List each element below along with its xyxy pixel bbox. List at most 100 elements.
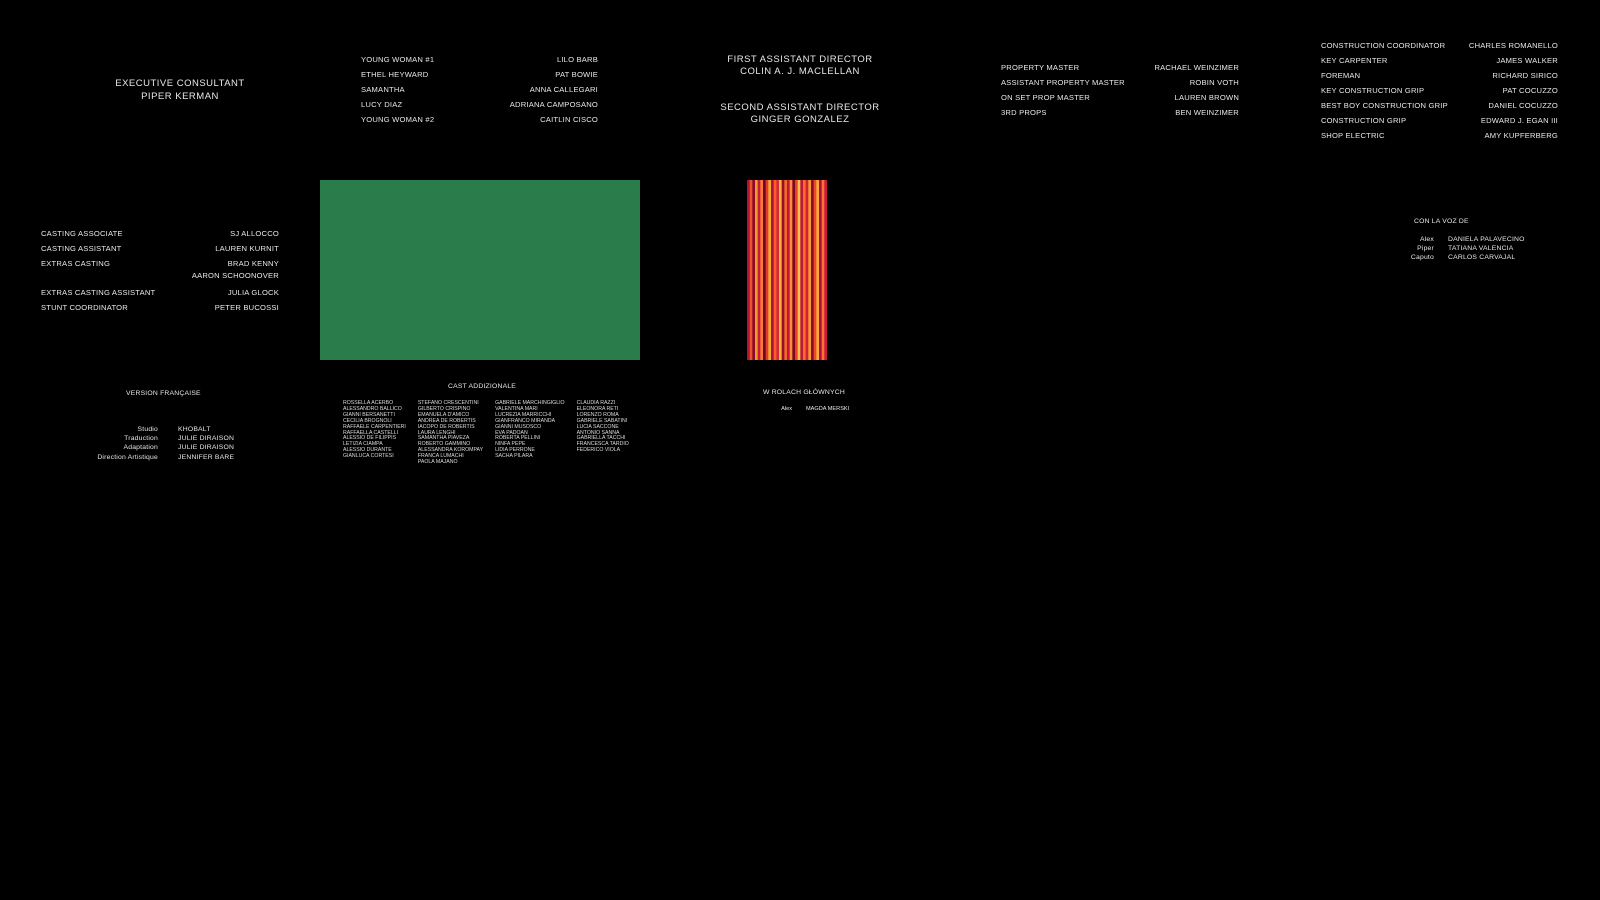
italian-cast-grid: ROSSELLA ACERBO ALESSANDRO BALLICO GIANNI …	[343, 400, 629, 466]
cast-name: ALESSANDRO BALLICO	[343, 405, 402, 412]
cast-name: GABRIELE MARCHINGIGLIO	[495, 400, 565, 406]
barcode-stripe	[749, 180, 753, 360]
list-item: CONSTRUCTION GRIP EDWARD J. EGAN III	[1321, 116, 1558, 125]
list-item: Alex DANIELA PALAVECINO	[1419, 236, 1525, 243]
barcode-stripe	[768, 180, 772, 360]
barcode-stripe	[771, 180, 774, 360]
barcode-stripe	[765, 180, 769, 360]
list-item: Adaptation JULIE DIRAISON	[123, 444, 235, 452]
cast-name: ELEONORA RETI	[576, 405, 619, 412]
credit-title: FIRST ASSISTANT DIRECTOR	[727, 54, 873, 65]
casting-credits: CASTING ASSOCIATE SJ ALLOCCO CASTING ASSI…	[41, 226, 279, 315]
list-item: CONSTRUCTION COORDINATOR CHARLES ROMANELL…	[1321, 41, 1558, 50]
name-column: CLAUDIA RAZZI ELEONORA RETI LORENZO ROMA GA…	[576, 400, 629, 466]
barcode-stripe	[795, 180, 798, 360]
cast-name: FEDERICO VIOLA	[576, 447, 621, 454]
list-item: Direction Artistique JENNIFER BARE	[97, 453, 235, 461]
cast-name: NINFA PEPE	[495, 441, 526, 448]
cast-name: FRANCESCA TARDIO	[576, 441, 629, 448]
cast-name: GILBERTO CRISPINO	[417, 405, 471, 412]
barcode-stripe	[747, 180, 750, 360]
list-item: BEST BOY CONSTRUCTION GRIP DANIEL COCUZZO	[1321, 101, 1558, 110]
barcode-stripe	[824, 180, 827, 360]
cast-name: ROBERTA PELLINI	[495, 435, 541, 442]
list-item: Piper TATIANA VALENCIA	[1417, 245, 1514, 253]
color-barcode-image	[747, 180, 827, 360]
credit-title: SECOND ASSISTANT DIRECTOR	[720, 102, 880, 113]
barcode-stripe	[776, 180, 780, 360]
cast-name: FRANCA LUMACHI	[417, 453, 464, 460]
green-image-placeholder	[320, 180, 640, 360]
barcode-stripe	[811, 180, 814, 360]
list-item: SHOP ELECTRIC AMY KUPFERBERG	[1321, 131, 1558, 140]
first-ad-credit: FIRST ASSISTANT DIRECTOR COLIN A. J. MAC…	[700, 54, 900, 78]
list-item: PROPERTY MASTER RACHAEL WEINZIMER	[1001, 63, 1239, 72]
barcode-stripe	[803, 180, 806, 360]
list-item: Alex MAGDA MERSKI	[781, 406, 850, 412]
cast-list: YOUNG WOMAN #1 LILO BARB ETHEL HEYWARD PAT…	[361, 52, 598, 127]
credit-title: EXECUTIVE CONSULTANT	[115, 78, 245, 89]
barcode-stripe	[755, 180, 758, 360]
cast-name: LORENZO ROMA	[576, 411, 619, 418]
cast-name: EVA PADOAN	[495, 429, 528, 436]
cast-name: LUCREZIA MARRICCHI	[495, 411, 552, 418]
cast-name: PAOLA MAJANO	[417, 459, 458, 466]
list-item: LUCY DIAZ ADRIANA CAMPOSANO	[361, 100, 598, 109]
cast-name: GABRIELE SABATINI	[576, 417, 628, 424]
cast-name: LIDIA PERRONE	[495, 447, 535, 454]
list-item: ETHEL HEYWARD PAT BOWIE	[361, 70, 598, 79]
italian-title: CAST ADDIZIONALE	[448, 383, 517, 390]
barcode-stripe	[792, 180, 796, 360]
barcode-stripe	[819, 180, 822, 360]
credit-name: PIPER KERMAN	[141, 91, 219, 102]
cast-name: LETIZIA CIAMPA	[343, 441, 383, 448]
cast-name: LAURA LENGHI	[417, 429, 456, 436]
construction-credits: CONSTRUCTION COORDINATOR CHARLES ROMANELL…	[1321, 38, 1558, 143]
name-column: GABRIELE MARCHINGIGLIO VALENTINA MARI LUCR…	[495, 400, 565, 466]
list-item: STUNT COORDINATOR PETER BUCOSSI	[41, 303, 279, 312]
barcode-stripe	[800, 180, 804, 360]
barcode-stripe	[779, 180, 782, 360]
list-item: YOUNG WOMAN #2 CAITLIN CISCO	[361, 115, 598, 124]
cast-name: GIANFRANCO MIRANDA	[495, 417, 556, 424]
cast-name: GIANLUCA CORTESI	[343, 453, 394, 460]
list-item: CASTING ASSISTANT LAUREN KURNIT	[41, 244, 279, 253]
name-column: ROSSELLA ACERBO ALESSANDRO BALLICO GIANNI …	[343, 400, 406, 466]
french-version-credits: VERSION FRANÇAISE Studio KHOBALT Traducti…	[80, 390, 234, 462]
cast-name: ALESSANDRA KOROMPAY	[417, 447, 484, 454]
cast-name: ROSSELLA ACERBO	[343, 400, 394, 406]
barcode-stripe	[763, 180, 766, 360]
barcode-stripe	[773, 180, 777, 360]
list-item: Studio KHOBALT	[137, 426, 211, 433]
polish-title: W ROLACH GŁÓWNYCH	[763, 389, 845, 396]
barcode-stripe	[789, 180, 793, 360]
list-item: Caputo CARLOS CARVAJAL	[1410, 254, 1516, 262]
cast-name: SAMANTHA PIAVEZA	[417, 435, 470, 442]
barcode-stripe	[805, 180, 809, 360]
list-item: EXTRAS CASTING ASSISTANT JULIA GLOCK	[41, 288, 279, 297]
executive-consultant-credit: EXECUTIVE CONSULTANT PIPER KERMAN	[80, 77, 280, 103]
cast-name: STEFANO CRESCENTINI	[417, 400, 479, 406]
list-item: KEY CONSTRUCTION GRIP PAT COCUZZO	[1321, 86, 1558, 95]
cast-name: IACOPO DE ROBERTIS	[417, 423, 475, 430]
list-item: YOUNG WOMAN #1 LILO BARB	[361, 55, 598, 64]
cast-name: GIANNI MUSOSCO	[495, 423, 542, 430]
section-title: VERSION FRANÇAISE	[126, 390, 201, 397]
list-item: ON SET PROP MASTER LAUREN BROWN	[1001, 93, 1239, 102]
barcode-stripe	[813, 180, 817, 360]
cast-name: RAFFAELE CARPENTIERI	[343, 423, 406, 430]
cast-name: GABRIELLA TACCHI	[576, 435, 626, 442]
section-title: CON LA VOZ DE	[1414, 218, 1469, 225]
barcode-stripe	[821, 180, 825, 360]
credit-name: GINGER GONZALEZ	[750, 114, 850, 125]
cast-name: ALESSIO DURANTE	[343, 447, 392, 454]
cast-name: ANTONIO SANNA	[576, 429, 620, 436]
barcode-stripe	[787, 180, 790, 360]
cast-name: VALENTINA MARI	[495, 405, 538, 412]
barcode-stripe	[808, 180, 812, 360]
list-item: Traduction JULIE DIRAISON	[124, 435, 235, 443]
cast-name: SACHA PILARA	[495, 453, 533, 460]
barcode-stripe	[757, 180, 761, 360]
list-item: FOREMAN RICHARD SIRICO	[1321, 71, 1558, 80]
barcode-stripe	[816, 180, 820, 360]
